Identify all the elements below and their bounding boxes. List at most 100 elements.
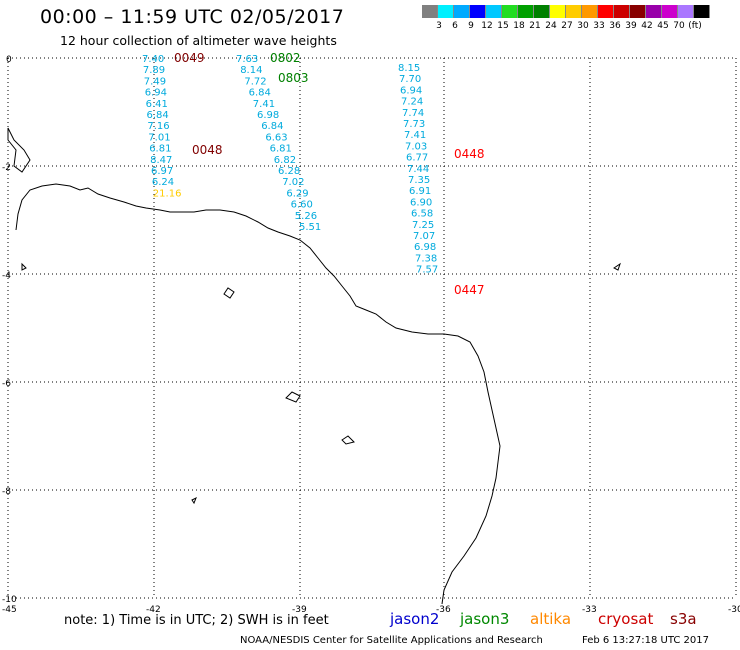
map-subtitle: 12 hour collection of altimeter wave hei… (60, 33, 337, 48)
color-scale-label: 12 (481, 21, 493, 31)
island (341, 435, 355, 445)
pass-time-label: 0447 (454, 283, 485, 297)
legend-entry: cryosat (598, 610, 654, 628)
wave-height-value: 7.41 (404, 130, 426, 141)
wave-height-value: 7.01 (148, 132, 170, 143)
color-swatch (566, 5, 582, 18)
color-scale-label: 6 (452, 21, 458, 31)
color-scale-label: 3 (436, 21, 442, 31)
wave-height-value: 6.28 (278, 166, 300, 177)
legend-entry: altika (530, 610, 572, 628)
wave-height-value: 6.90 (410, 197, 432, 208)
y-tick-label: -4 (2, 271, 11, 281)
wave-height-value: 6.60 (291, 200, 313, 211)
altimeter-passes: 7.407.897.496.946.416.847.167.016.818.47… (142, 51, 485, 297)
map-title: 00:00 – 11:59 UTC 02/05/2017 (40, 6, 345, 28)
wave-height-value: 6.98 (257, 110, 279, 121)
x-tick-label: -45 (2, 605, 17, 615)
y-tick-label: -2 (2, 163, 11, 173)
wave-height-value: 7.40 (142, 54, 164, 65)
color-scale-label: 30 (577, 21, 589, 31)
wave-height-value: 6.81 (270, 144, 292, 155)
wave-height-value: 7.73 (403, 119, 425, 130)
wave-height-value: 7.49 (144, 76, 166, 87)
legend-entry: jason2 (390, 610, 440, 628)
wave-height-color-scale (422, 5, 710, 18)
color-swatch (502, 5, 518, 18)
wave-height-value: 7.35 (408, 175, 430, 186)
wave-height-value: 7.63 (236, 54, 258, 65)
color-scale-label: 42 (641, 21, 653, 31)
wave-height-value: 6.41 (146, 99, 168, 110)
legend-entry: s3a (670, 610, 697, 628)
coastline-north (7, 127, 31, 173)
wave-height-value: 6.24 (152, 177, 174, 188)
wave-height-value: 7.25 (412, 220, 434, 231)
wave-height-value: 7.41 (253, 99, 275, 110)
x-tick-label: -42 (146, 605, 161, 615)
color-swatch (534, 5, 550, 18)
wave-height-value: 6.82 (274, 155, 296, 166)
wave-height-value: 6.97 (151, 166, 173, 177)
color-scale-label: 36 (609, 21, 621, 31)
wave-height-value: 7.74 (402, 108, 424, 119)
color-swatch (694, 5, 710, 18)
color-scale-label: 21 (529, 21, 541, 31)
wave-height-value: 7.38 (415, 253, 437, 264)
pass-time-label: 0048 (192, 143, 223, 157)
color-scale-label: 18 (513, 21, 525, 31)
color-swatch (470, 5, 486, 18)
pass-time-label: 0802 (270, 51, 301, 65)
color-scale-label: 27 (561, 21, 573, 31)
y-tick-label: -8 (2, 487, 11, 497)
wave-height-value: 7.16 (147, 121, 169, 132)
wave-height-value: 8.47 (150, 155, 172, 166)
pass-time-label: 0448 (454, 147, 485, 161)
color-swatch (518, 5, 534, 18)
y-tick-label: -10 (2, 595, 17, 605)
island (285, 391, 301, 403)
wave-height-value: 6.84 (261, 121, 283, 132)
wave-height-value: 7.72 (244, 76, 266, 87)
wave-height-value: 6.63 (265, 132, 287, 143)
wave-height-value: 6.98 (414, 242, 436, 253)
island (223, 287, 235, 299)
wave-height-value: 7.03 (405, 141, 427, 152)
y-tick-label: -6 (2, 379, 11, 389)
map-note: note: 1) Time is in UTC; 2) SWH is in fe… (64, 613, 329, 628)
island (21, 262, 27, 271)
color-scale-label: 33 (593, 21, 605, 31)
wave-height-value: 7.07 (413, 231, 435, 242)
color-swatch (550, 5, 566, 18)
wave-height-value: 6.29 (286, 188, 308, 199)
wave-height-value: 8.15 (398, 63, 420, 74)
island (613, 262, 621, 271)
legend-entry: jason3 (460, 610, 510, 628)
color-swatch (438, 5, 454, 18)
wave-height-value: 7.70 (399, 74, 421, 85)
wave-height-value: 6.58 (411, 209, 433, 220)
color-swatch (678, 5, 694, 18)
color-swatch (582, 5, 598, 18)
color-scale-label: 45 (657, 21, 669, 31)
color-swatch (646, 5, 662, 18)
x-tick-label: -36 (436, 605, 451, 615)
wave-height-value: 21.16 (153, 188, 182, 199)
wave-height-value: 6.81 (149, 144, 171, 155)
wave-height-value: 5.51 (299, 222, 321, 233)
map-grid (7, 57, 737, 599)
wave-height-value: 6.94 (400, 85, 422, 96)
color-swatch (614, 5, 630, 18)
wave-height-value: 6.77 (406, 153, 428, 164)
pass-time-label: 0803 (278, 71, 309, 85)
x-tick-label: -39 (292, 605, 307, 615)
color-scale-label: (ft) (688, 21, 702, 31)
island (191, 496, 197, 505)
wave-height-value: 6.91 (409, 186, 431, 197)
wave-height-value: 6.84 (147, 110, 169, 121)
color-scale-label: 24 (545, 21, 557, 31)
wave-height-value: 5.26 (295, 211, 317, 222)
wave-height-value: 6.84 (249, 88, 271, 99)
color-scale-label: 70 (673, 21, 685, 31)
color-scale-label: 39 (625, 21, 637, 31)
